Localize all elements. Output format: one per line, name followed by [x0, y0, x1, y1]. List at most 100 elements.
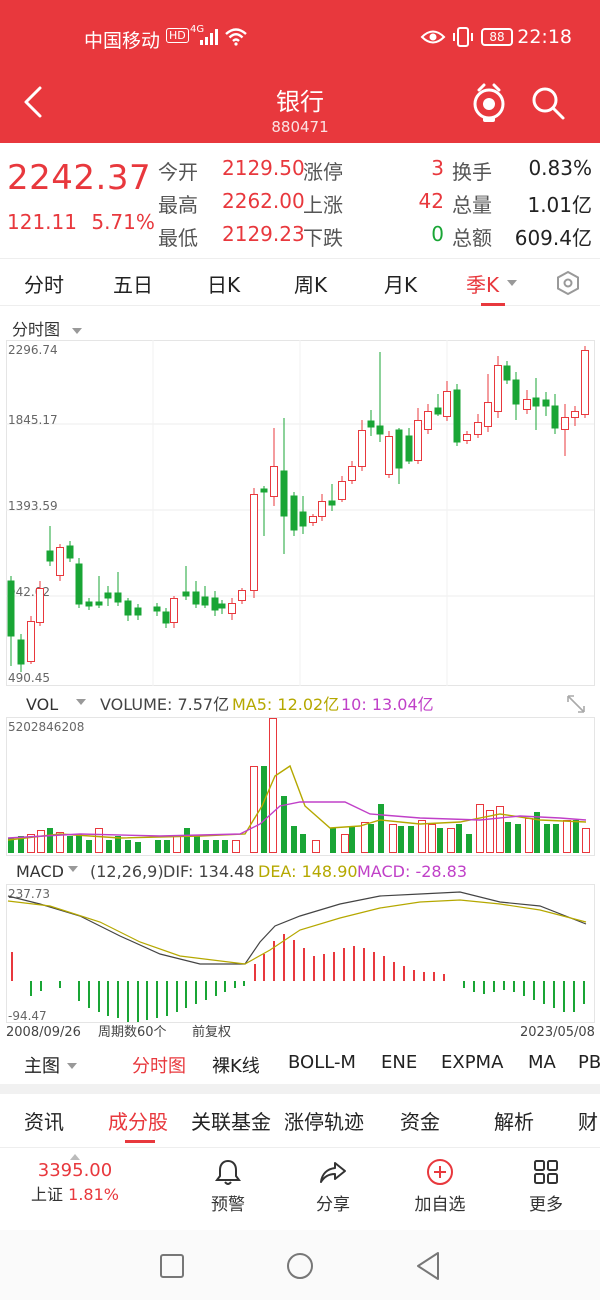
expand-icon[interactable] — [567, 695, 585, 713]
quote-label-open: 今开 — [158, 160, 198, 184]
grid-icon — [534, 1160, 558, 1184]
tab-quarterly-k[interactable]: 季K — [466, 273, 500, 297]
quote-label-up: 上涨 — [303, 193, 343, 217]
kline-chart[interactable]: 2296.74 1845.17 1393.59 942.02 490.45 — [0, 336, 600, 1046]
add-circle-icon — [427, 1159, 453, 1185]
volume-header: VOL VOLUME: 7.57亿 MA5: 12.02亿 10: 13.04亿 — [26, 695, 585, 714]
price-change: 121.11 5.71% — [7, 210, 155, 234]
quote-value-low: 2129.23 — [222, 222, 305, 246]
quote-label-amount: 总额 — [452, 226, 492, 250]
date-end: 2023/05/08 — [520, 1025, 595, 1040]
quote-label-turnover: 换手 — [452, 160, 492, 184]
index-ticker[interactable]: 3395.00 上证 1.81% — [20, 1154, 130, 1205]
add-watchlist-label: 加自选 — [414, 1195, 466, 1215]
chevron-down-icon[interactable] — [68, 866, 78, 872]
signal-icon — [200, 29, 218, 45]
network-type: 4G — [190, 24, 205, 35]
macd-label: MACD — [16, 862, 64, 881]
dif-value: DIF: 134.48 — [163, 862, 254, 881]
top-header: 中国移动 HD 4G 88 22:18 — [0, 0, 600, 143]
macd-panel-frame — [6, 884, 595, 1023]
indicator-naked-k[interactable]: 裸K线 — [212, 1056, 260, 1077]
main-chart-selector[interactable]: 主图 — [24, 1056, 60, 1077]
quote-value-volume: 1.01亿 — [527, 193, 592, 217]
candlestick-series — [7, 346, 589, 672]
search-icon[interactable] — [530, 85, 566, 121]
quote-label-high: 最高 — [158, 193, 198, 217]
info-tab-constituents[interactable]: 成分股 — [108, 1110, 168, 1134]
indicator-boll-m[interactable]: BOLL-M — [288, 1052, 356, 1073]
date-start: 2008/09/26 — [6, 1025, 81, 1040]
index-percent: 1.81% — [68, 1185, 119, 1204]
back-triangle-icon[interactable] — [414, 1250, 442, 1282]
quote-label-down: 下跌 — [303, 226, 343, 250]
info-tab-related-funds[interactable]: 关联基金 — [191, 1110, 271, 1134]
vol-top-label: 5202846208 — [8, 720, 84, 734]
indicator-toolbar: 主图 分时图 裸K线 BOLL-M ENE EXPMA MA PB — [0, 1046, 600, 1084]
volume-panel-frame — [6, 717, 595, 856]
mascot-icon[interactable] — [470, 83, 508, 123]
battery-icon: 88 — [481, 28, 513, 46]
active-info-tab-indicator — [125, 1140, 155, 1143]
info-tab-analysis[interactable]: 解析 — [494, 1110, 534, 1134]
share-label: 分享 — [316, 1195, 350, 1215]
quote-value-high: 2262.00 — [222, 189, 305, 213]
info-tabs: 资讯 成分股 关联基金 涨停轨迹 资金 解析 财 — [0, 1094, 600, 1148]
tab-intraday[interactable]: 分时 — [24, 273, 64, 297]
caret-up-icon — [70, 1154, 80, 1160]
info-tab-capital[interactable]: 资金 — [400, 1110, 440, 1134]
change-percent: 5.71% — [91, 210, 155, 234]
chart-type-selector[interactable]: 分时图 — [12, 316, 83, 340]
add-watchlist-button[interactable]: 加自选 — [400, 1158, 480, 1215]
bottom-action-bar: 3395.00 上证 1.81% 预警 分享 加自选 — [0, 1150, 600, 1230]
section-divider — [0, 1084, 600, 1094]
recent-apps-icon[interactable] — [158, 1252, 186, 1280]
tab-weekly-k[interactable]: 周K — [294, 273, 328, 297]
chevron-down-icon[interactable] — [66, 1062, 78, 1070]
adjust-mode: 前复权 — [192, 1024, 231, 1040]
macd-top-label: 237.73 — [8, 887, 50, 901]
index-value: 3395.00 — [37, 1160, 113, 1181]
alert-button[interactable]: 预警 — [188, 1158, 268, 1215]
info-tab-limitup-track[interactable]: 涨停轨迹 — [284, 1110, 364, 1134]
carrier-name: 中国移动 — [84, 30, 161, 52]
share-button[interactable]: 分享 — [293, 1158, 373, 1215]
quote-value-amount: 609.4亿 — [514, 226, 592, 250]
indicator-intraday[interactable]: 分时图 — [132, 1056, 186, 1077]
indicator-pb[interactable]: PB — [578, 1052, 600, 1073]
chevron-down-icon[interactable] — [506, 279, 518, 287]
tab-daily-k[interactable]: 日K — [207, 273, 241, 297]
eye-icon — [420, 30, 446, 44]
quote-label-volume: 总量 — [452, 193, 492, 217]
tab-monthly-k[interactable]: 月K — [384, 273, 418, 297]
wifi-icon — [225, 28, 247, 46]
macd-header: MACD (12,26,9) DIF: 134.48 DEA: 148.90 M… — [16, 862, 467, 881]
info-tab-finance[interactable]: 财 — [578, 1110, 598, 1134]
hd-badge: HD — [166, 28, 189, 43]
period-tabs: 分时 五日 日K 周K 月K 季K — [0, 258, 600, 306]
macd-histogram — [7, 891, 587, 1022]
dea-line — [7, 899, 587, 965]
tab-five-day[interactable]: 五日 — [113, 273, 153, 297]
y-tick-2: 1845.17 — [8, 413, 58, 427]
back-arrow-icon[interactable] — [20, 85, 46, 119]
chevron-down-icon[interactable] — [76, 699, 86, 705]
settings-hexagon-icon[interactable] — [555, 270, 581, 296]
y-tick-5: 490.45 — [8, 671, 50, 685]
dif-line — [7, 891, 587, 965]
chevron-down-icon — [72, 328, 83, 334]
ma10-value: 10: 13.04亿 — [341, 695, 434, 714]
quote-value-turnover: 0.83% — [528, 156, 592, 180]
dea-value: DEA: 148.90 — [258, 862, 358, 881]
active-tab-indicator — [481, 303, 505, 306]
indicator-expma[interactable]: EXPMA — [441, 1052, 504, 1073]
info-tab-news[interactable]: 资讯 — [24, 1110, 64, 1134]
indicator-ma[interactable]: MA — [528, 1052, 556, 1073]
indicator-ene[interactable]: ENE — [381, 1052, 418, 1073]
quote-label-limitup: 涨停 — [303, 160, 343, 184]
home-icon[interactable] — [284, 1250, 316, 1282]
y-tick-1: 2296.74 — [8, 343, 58, 357]
more-button[interactable]: 更多 — [506, 1158, 586, 1215]
quote-value-limitup: 3 — [431, 156, 444, 180]
